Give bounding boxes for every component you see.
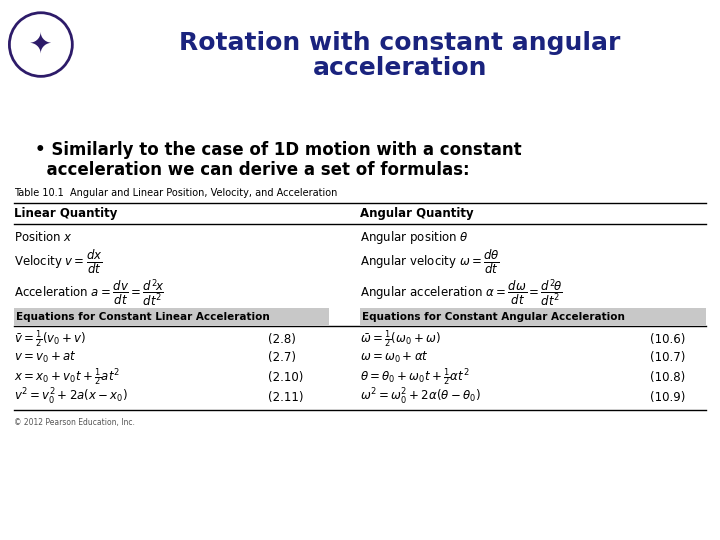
Text: Equations for Constant Angular Acceleration: Equations for Constant Angular Accelerat… xyxy=(362,312,625,321)
Text: (2.11): (2.11) xyxy=(268,390,304,403)
Text: © 2012 Pearson Education, Inc.: © 2012 Pearson Education, Inc. xyxy=(14,417,135,427)
Text: $v = v_0 + at$: $v = v_0 + at$ xyxy=(14,349,76,364)
Text: Table 10.1  Angular and Linear Position, Velocity, and Acceleration: Table 10.1 Angular and Linear Position, … xyxy=(14,188,338,198)
Text: (2.10): (2.10) xyxy=(268,370,303,383)
Text: $\omega = \omega_0 + \alpha t$: $\omega = \omega_0 + \alpha t$ xyxy=(360,349,429,364)
Text: $\bar{\omega} = \frac{1}{2}(\omega_0 + \omega)$: $\bar{\omega} = \frac{1}{2}(\omega_0 + \… xyxy=(360,328,441,350)
Text: $x = x_0 + v_0 t + \frac{1}{2}at^2$: $x = x_0 + v_0 t + \frac{1}{2}at^2$ xyxy=(14,366,120,388)
Text: Angular Quantity: Angular Quantity xyxy=(360,207,474,220)
Text: Equations for Constant Linear Acceleration: Equations for Constant Linear Accelerati… xyxy=(16,312,270,321)
Text: (10.8): (10.8) xyxy=(650,370,685,383)
Text: (2.8): (2.8) xyxy=(268,333,296,346)
Text: (10.9): (10.9) xyxy=(650,390,685,403)
Text: acceleration we can derive a set of formulas:: acceleration we can derive a set of form… xyxy=(35,161,469,179)
Text: Linear Quantity: Linear Quantity xyxy=(14,207,117,220)
Text: Rotation with constant angular: Rotation with constant angular xyxy=(179,31,621,55)
Text: Velocity $v = \dfrac{dx}{dt}$: Velocity $v = \dfrac{dx}{dt}$ xyxy=(14,248,103,276)
Text: $\theta = \theta_0 + \omega_0 t + \frac{1}{2}\alpha t^2$: $\theta = \theta_0 + \omega_0 t + \frac{… xyxy=(360,366,469,388)
Text: Acceleration $a = \dfrac{dv}{dt} = \dfrac{d^2\!x}{dt^2}$: Acceleration $a = \dfrac{dv}{dt} = \dfra… xyxy=(14,277,164,309)
Text: Angular velocity $\omega = \dfrac{d\theta}{dt}$: Angular velocity $\omega = \dfrac{d\thet… xyxy=(360,248,500,276)
Text: (10.7): (10.7) xyxy=(650,350,685,363)
Text: $\omega^2 = \omega_0^2 + 2\alpha(\theta - \theta_0)$: $\omega^2 = \omega_0^2 + 2\alpha(\theta … xyxy=(360,387,481,407)
Text: (2.7): (2.7) xyxy=(268,350,296,363)
Text: (10.6): (10.6) xyxy=(650,333,685,346)
Text: • Similarly to the case of 1D motion with a constant: • Similarly to the case of 1D motion wit… xyxy=(35,141,521,159)
Text: Angular position $\theta$: Angular position $\theta$ xyxy=(360,228,469,246)
Text: acceleration: acceleration xyxy=(312,56,487,80)
Text: $\bar{v} = \frac{1}{2}(v_0 + v)$: $\bar{v} = \frac{1}{2}(v_0 + v)$ xyxy=(14,328,86,350)
Text: $v^2 = v_0^2 + 2a(x - x_0)$: $v^2 = v_0^2 + 2a(x - x_0)$ xyxy=(14,387,128,407)
FancyBboxPatch shape xyxy=(14,308,329,325)
Text: ✦: ✦ xyxy=(30,31,53,58)
Text: Angular acceleration $\alpha = \dfrac{d\omega}{dt} = \dfrac{d^2\!\theta}{dt^2}$: Angular acceleration $\alpha = \dfrac{d\… xyxy=(360,277,562,309)
FancyBboxPatch shape xyxy=(360,308,706,325)
Text: Position $x$: Position $x$ xyxy=(14,230,73,244)
